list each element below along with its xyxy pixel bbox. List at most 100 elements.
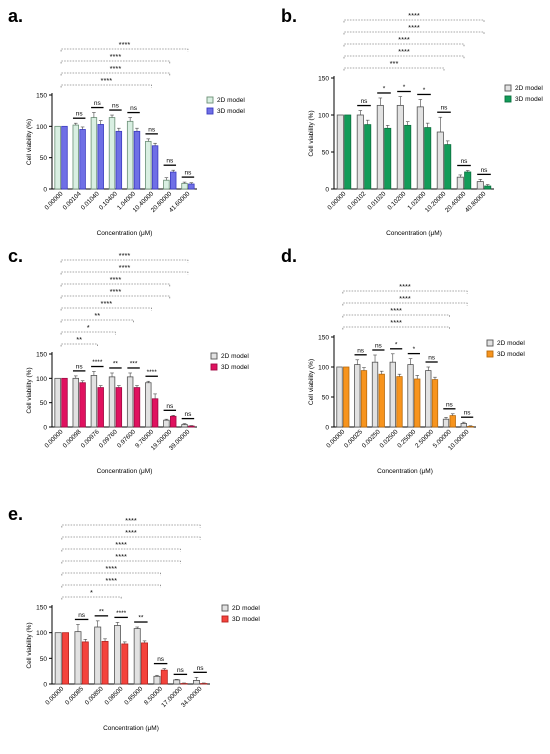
comparison-significance: **** (115, 540, 127, 549)
group-significance: *** (130, 360, 138, 367)
y-tick-label: 0 (325, 187, 329, 194)
y-axis-label: Cell viability (%) (26, 622, 33, 668)
group-significance: ns (428, 355, 436, 362)
bar-3d (97, 124, 104, 190)
bar-3d (141, 642, 148, 685)
bar-2d (181, 182, 188, 190)
bar-3d (464, 171, 472, 190)
legend-swatch (504, 95, 512, 103)
x-tick-label: 0.00976 (80, 428, 101, 449)
comparison-bracket (60, 72, 171, 76)
bar-2d (371, 361, 379, 428)
y-tick-label: 150 (318, 76, 329, 83)
y-tick-label: 0 (43, 682, 47, 689)
bar-3d (396, 376, 403, 428)
comparison-significance: **** (408, 11, 420, 20)
x-tick-label: 0.10400 (98, 190, 119, 211)
group-significance: ** (138, 615, 144, 622)
y-axis-label: Cell viability (%) (308, 359, 315, 405)
y-tick-label: 150 (318, 335, 329, 342)
bar-3d (151, 398, 159, 428)
legend-label: 3D model (497, 351, 525, 358)
x-axis-label: Concentration (μM) (377, 468, 433, 475)
bar-2d (108, 117, 116, 190)
x-tick-label: 34.00000 (180, 685, 204, 709)
legend-swatch (221, 604, 229, 612)
comparison-significance: **** (119, 40, 131, 49)
comparison-significance: **** (105, 576, 117, 585)
bar-2d (181, 424, 188, 428)
bar-3d (81, 641, 89, 685)
y-tick-label: 100 (318, 365, 329, 372)
y-tick-label: 50 (40, 400, 48, 407)
comparison-significance: **** (408, 23, 420, 32)
panel-label: c. (8, 246, 23, 266)
bar-3d (444, 144, 452, 190)
y-tick-label: 100 (36, 124, 47, 131)
comparison-significance: **** (390, 318, 402, 327)
bar-3d (384, 127, 392, 190)
comparison-bracket (60, 271, 189, 275)
group-significance: * (383, 85, 386, 92)
y-tick-label: 50 (322, 150, 330, 157)
y-tick-label: 100 (36, 376, 47, 383)
comparison-bracket (60, 295, 171, 299)
bar-3d (378, 373, 385, 428)
group-significance: ** (113, 360, 119, 367)
comparison-significance: *** (390, 59, 399, 68)
comparison-significance: **** (125, 516, 137, 525)
comparison-significance: **** (399, 282, 411, 291)
bar-3d (431, 379, 439, 428)
comparison-bracket (60, 307, 152, 311)
group-significance: ns (177, 667, 185, 674)
comparison-significance: * (87, 323, 90, 332)
group-significance: * (413, 346, 416, 353)
x-tick-label: 0.00000 (44, 685, 65, 706)
bar-2d (460, 422, 467, 428)
legend-label: 2D model (515, 85, 543, 92)
comparison-significance: **** (125, 528, 137, 537)
group-significance: ns (157, 656, 165, 663)
bar-2d (336, 366, 343, 428)
legend-swatch (504, 84, 512, 92)
bar-3d (61, 125, 68, 190)
bar-3d (160, 669, 168, 685)
bar-3d (414, 378, 421, 428)
comparison-bracket (342, 326, 450, 330)
group-significance: ns (375, 343, 383, 350)
group-significance: * (423, 87, 426, 94)
comparison-bracket (61, 536, 201, 540)
panel-label: a. (8, 6, 23, 26)
bar-3d (343, 366, 350, 428)
y-tick-label: 150 (36, 352, 47, 359)
bar-2d (416, 106, 424, 190)
group-significance: * (403, 84, 406, 91)
comparison-significance: **** (399, 294, 411, 303)
bar-2d (336, 114, 344, 190)
comparison-significance: **** (110, 275, 122, 284)
bar-3d (344, 114, 352, 190)
comparison-significance: ** (94, 311, 100, 320)
bar-2d (90, 117, 98, 190)
y-tick-label: 150 (36, 93, 47, 100)
bar-3d (62, 632, 69, 685)
group-significance: ns (185, 411, 193, 418)
bar-2d (396, 104, 404, 190)
bar-3d (101, 640, 109, 685)
x-tick-label: 0.00104 (62, 190, 83, 211)
group-significance: ns (357, 347, 365, 354)
group-significance: ns (361, 98, 369, 105)
bar-3d (188, 425, 195, 428)
comparison-significance: ** (76, 335, 82, 344)
x-axis-label: Concentration (μM) (97, 468, 153, 475)
bar-3d (360, 370, 368, 428)
x-tick-label: 0.00098 (62, 428, 83, 449)
bar-2d (193, 680, 200, 685)
x-axis-label: Concentration (μM) (103, 725, 159, 732)
bar-3d (200, 683, 208, 685)
bar-2d (145, 382, 152, 428)
bar-2d (389, 361, 396, 428)
